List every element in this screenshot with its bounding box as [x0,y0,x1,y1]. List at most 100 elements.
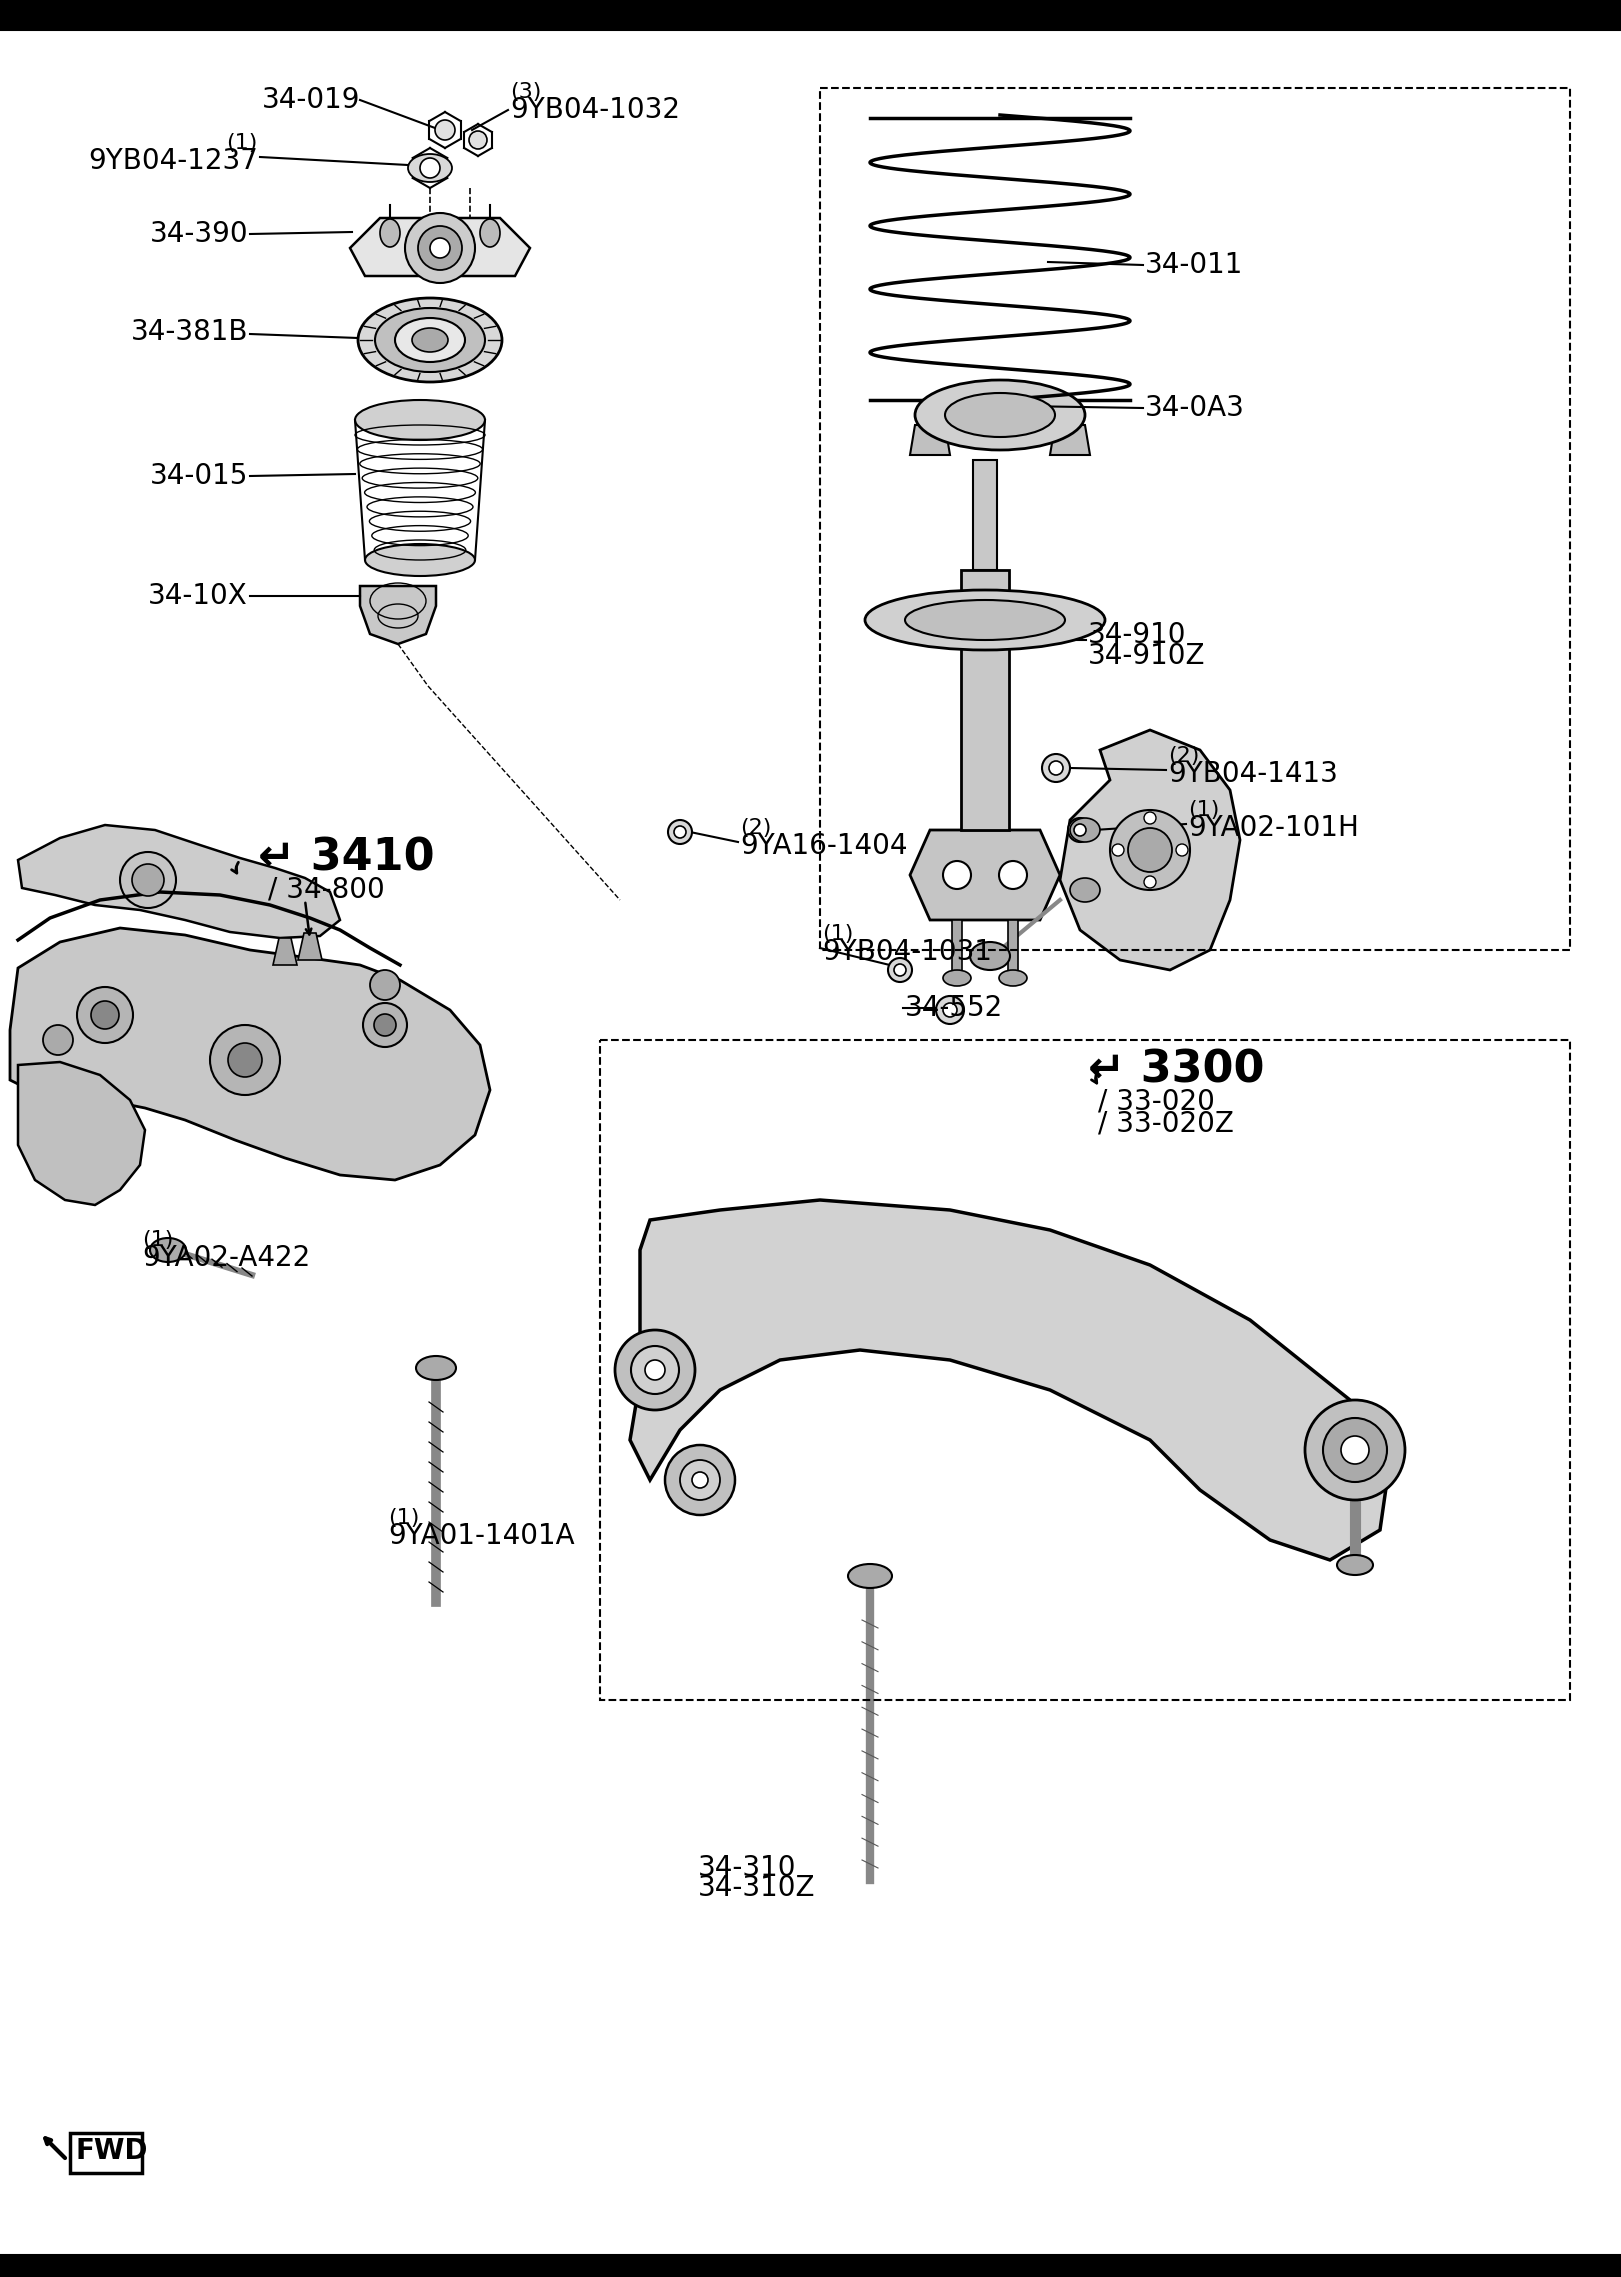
Text: 9YA01-1401A: 9YA01-1401A [387,1521,574,1551]
Circle shape [405,214,475,282]
Circle shape [1341,1437,1370,1464]
Bar [820,89,1571,950]
Ellipse shape [417,1357,456,1380]
Ellipse shape [379,219,400,246]
Polygon shape [350,219,530,276]
Circle shape [430,239,451,257]
Circle shape [935,995,964,1025]
Polygon shape [909,831,1060,920]
Text: 34-10X: 34-10X [148,583,248,610]
Text: 34-0A3: 34-0A3 [1144,394,1245,421]
Circle shape [374,1013,396,1036]
Text: ↵ 3300: ↵ 3300 [1088,1047,1264,1091]
Circle shape [1042,754,1070,781]
Ellipse shape [1070,879,1101,902]
Text: / 34-800: / 34-800 [267,877,384,904]
Circle shape [1128,829,1172,872]
Circle shape [370,970,400,1000]
Polygon shape [631,1200,1389,1560]
Circle shape [1110,811,1190,890]
Ellipse shape [480,219,499,246]
Circle shape [1112,845,1123,856]
Circle shape [895,963,906,977]
Circle shape [679,1460,720,1501]
Text: / 33-020: / 33-020 [1097,1088,1214,1116]
Polygon shape [18,1061,144,1205]
Bar [0,0,1621,30]
Bar [973,460,997,569]
Circle shape [78,986,133,1043]
Text: (3): (3) [511,82,541,102]
Text: (2): (2) [1169,747,1200,765]
Circle shape [434,121,456,139]
Polygon shape [298,934,323,961]
Circle shape [999,861,1028,888]
Polygon shape [1060,731,1240,970]
Polygon shape [360,585,436,644]
Circle shape [943,861,971,888]
Text: 34-310Z: 34-310Z [699,1874,815,1901]
Ellipse shape [969,943,1010,970]
Circle shape [468,132,486,148]
Circle shape [888,959,913,981]
Text: (1): (1) [1188,799,1219,820]
Ellipse shape [905,601,1065,640]
Circle shape [631,1346,679,1394]
Bar [952,920,961,975]
Ellipse shape [412,328,447,353]
Text: 34-019: 34-019 [261,87,360,114]
Ellipse shape [396,319,465,362]
Circle shape [1068,817,1093,842]
Text: 9YB04-1237: 9YB04-1237 [88,148,258,175]
Text: / 33-020Z: / 33-020Z [1097,1109,1234,1138]
Circle shape [120,852,177,909]
Ellipse shape [1070,817,1101,842]
Text: 34-910: 34-910 [1088,622,1187,649]
Bar [1008,920,1018,975]
Circle shape [668,820,692,845]
Circle shape [665,1446,734,1514]
Ellipse shape [943,970,971,986]
Text: 9YB04-1031: 9YB04-1031 [822,938,992,965]
Polygon shape [18,824,340,938]
Circle shape [1305,1400,1405,1501]
Ellipse shape [408,155,452,182]
Circle shape [418,225,462,271]
Text: 9YB04-1413: 9YB04-1413 [1169,761,1337,788]
Polygon shape [10,929,490,1179]
Ellipse shape [999,970,1028,986]
Text: FWD: FWD [76,2138,149,2165]
Text: 34-011: 34-011 [1144,250,1243,280]
Bar [961,569,1008,831]
Circle shape [229,1043,263,1077]
Ellipse shape [848,1564,892,1587]
Polygon shape [909,426,950,455]
Text: 34-015: 34-015 [149,462,248,490]
Ellipse shape [374,307,485,371]
Text: 34-381B: 34-381B [131,319,248,346]
Bar [0,2254,1621,2277]
Text: 34-910Z: 34-910Z [1088,642,1206,669]
Ellipse shape [151,1239,186,1261]
Circle shape [1144,813,1156,824]
Ellipse shape [866,590,1106,649]
Text: (2): (2) [741,817,772,838]
Text: 9YA02-A422: 9YA02-A422 [143,1243,310,1273]
Ellipse shape [365,544,475,576]
Text: 9YA02-101H: 9YA02-101H [1188,813,1358,842]
Bar [70,2134,143,2172]
Text: (1): (1) [227,132,258,153]
Circle shape [614,1330,695,1409]
Text: (1): (1) [143,1230,173,1250]
Circle shape [943,1002,956,1018]
Polygon shape [272,938,297,965]
Text: 34-390: 34-390 [149,221,248,248]
Circle shape [1144,877,1156,888]
Circle shape [44,1025,73,1054]
Text: 9YA16-1404: 9YA16-1404 [741,831,908,861]
Ellipse shape [945,394,1055,437]
Text: 34-552: 34-552 [905,995,1003,1022]
Circle shape [674,827,686,838]
Text: (1): (1) [387,1507,420,1528]
Bar [600,1041,1571,1701]
